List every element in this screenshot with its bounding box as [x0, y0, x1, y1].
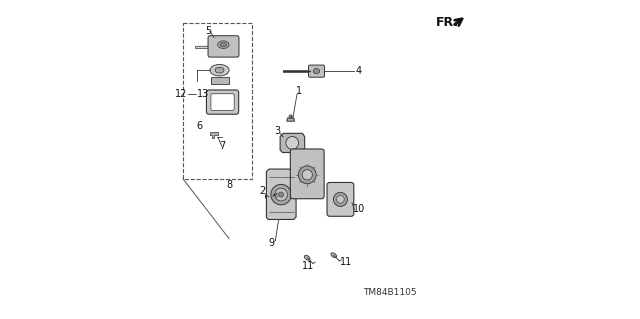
Ellipse shape: [286, 137, 299, 149]
Ellipse shape: [302, 170, 312, 180]
Ellipse shape: [333, 192, 348, 206]
Ellipse shape: [271, 184, 291, 205]
Polygon shape: [211, 77, 229, 84]
Polygon shape: [284, 70, 310, 72]
Polygon shape: [196, 46, 212, 48]
Text: 11: 11: [301, 261, 314, 271]
Text: 13: 13: [196, 89, 209, 99]
Ellipse shape: [289, 115, 292, 118]
Ellipse shape: [314, 69, 320, 74]
Ellipse shape: [218, 41, 229, 48]
FancyBboxPatch shape: [211, 94, 234, 110]
Text: 2: 2: [259, 186, 265, 197]
Polygon shape: [210, 132, 218, 138]
Ellipse shape: [215, 67, 224, 73]
Polygon shape: [287, 118, 294, 121]
Text: 4: 4: [356, 66, 362, 76]
Ellipse shape: [298, 166, 316, 184]
Text: 10: 10: [353, 204, 365, 214]
Text: FR.: FR.: [436, 17, 459, 29]
FancyBboxPatch shape: [207, 90, 239, 114]
Text: 12: 12: [175, 89, 188, 99]
Ellipse shape: [337, 196, 344, 203]
Text: 6: 6: [196, 121, 202, 131]
Polygon shape: [266, 169, 296, 219]
Text: 8: 8: [226, 180, 232, 190]
Ellipse shape: [210, 64, 229, 76]
Ellipse shape: [305, 255, 310, 260]
FancyBboxPatch shape: [208, 36, 239, 57]
Bar: [183, 23, 252, 179]
Ellipse shape: [266, 194, 273, 200]
Text: 1: 1: [296, 86, 302, 96]
Text: 9: 9: [268, 238, 275, 248]
FancyBboxPatch shape: [327, 182, 354, 216]
Ellipse shape: [278, 192, 284, 197]
FancyBboxPatch shape: [291, 149, 324, 199]
FancyBboxPatch shape: [308, 65, 324, 77]
Text: 3: 3: [274, 126, 280, 137]
Text: 7: 7: [220, 141, 226, 151]
Polygon shape: [280, 133, 305, 152]
Ellipse shape: [275, 188, 287, 201]
Ellipse shape: [331, 253, 337, 258]
Text: 5: 5: [205, 26, 211, 36]
Text: TM84B1105: TM84B1105: [364, 288, 417, 297]
Text: 11: 11: [340, 257, 352, 267]
Ellipse shape: [220, 42, 227, 47]
